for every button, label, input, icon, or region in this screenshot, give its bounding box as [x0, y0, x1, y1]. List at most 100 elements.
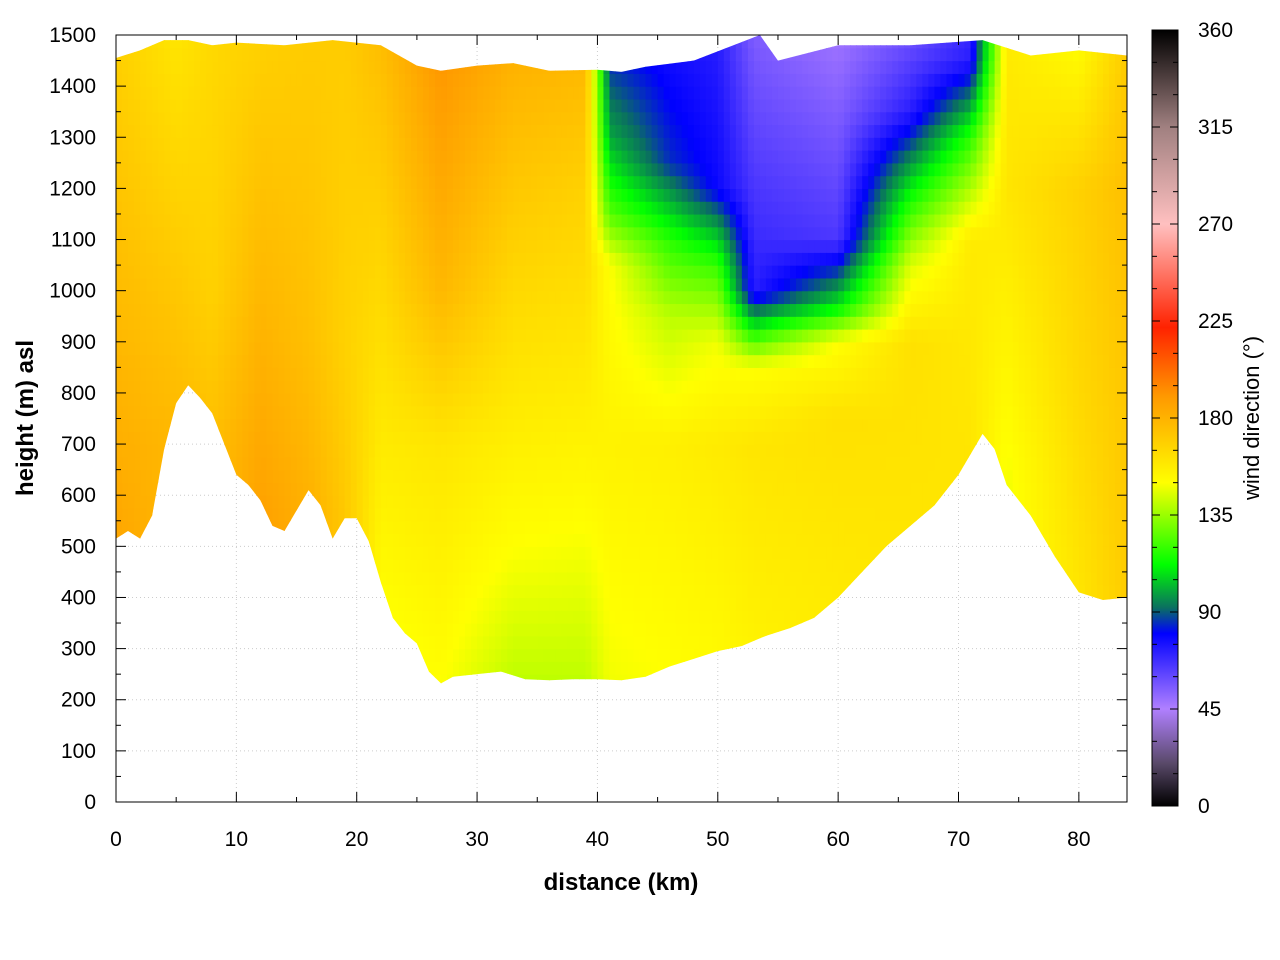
field-cell: [561, 316, 568, 330]
field-cell: [465, 687, 472, 700]
field-cell: [248, 725, 255, 738]
field-cell: [591, 354, 599, 368]
field-cell: [597, 648, 605, 662]
field-cell: [453, 111, 460, 126]
field-cell: [434, 584, 442, 599]
field-cell: [363, 725, 370, 738]
field-cell: [440, 648, 448, 662]
field-cell: [398, 648, 406, 662]
field-cell: [381, 687, 388, 700]
field-cell: [543, 60, 550, 74]
field-cell: [489, 316, 496, 330]
field-cell: [362, 329, 370, 343]
field-cell: [543, 405, 550, 420]
field-cell: [507, 700, 514, 713]
field-cell: [507, 367, 514, 381]
field-cell: [501, 367, 508, 381]
field-cell: [416, 329, 424, 343]
field-cell: [164, 47, 171, 62]
field-cell: [146, 252, 153, 266]
field-cell: [296, 73, 304, 87]
field-cell: [453, 610, 460, 624]
field-cell: [284, 571, 292, 586]
field-cell: [116, 469, 123, 484]
field-cell: [260, 713, 267, 726]
field-cell: [416, 86, 424, 100]
field-cell: [236, 341, 243, 356]
field-cell: [380, 635, 388, 650]
field-cell: [357, 700, 364, 713]
field-cell: [573, 700, 580, 713]
field-cell: [440, 380, 448, 394]
field-cell: [218, 201, 225, 215]
field-cell: [453, 776, 460, 789]
field-cell: [555, 776, 562, 789]
field-cell: [176, 111, 183, 126]
field-cell: [206, 725, 213, 738]
field-cell: [260, 738, 267, 751]
field-cell: [188, 751, 195, 764]
field-cell: [254, 751, 261, 764]
field-cell: [362, 571, 370, 586]
field-cell: [236, 405, 243, 420]
field-cell: [176, 35, 183, 49]
field-cell: [206, 290, 213, 305]
field-cell: [531, 559, 538, 573]
field-cell: [519, 316, 526, 330]
field-cell: [591, 303, 599, 317]
field-cell: [422, 431, 430, 445]
field-cell: [194, 111, 201, 126]
field-cell: [291, 713, 298, 726]
field-cell: [531, 482, 538, 496]
field-cell: [128, 150, 135, 164]
field-cell: [513, 469, 520, 484]
field-cell: [350, 431, 358, 445]
field-cell: [308, 559, 316, 573]
field-cell: [591, 584, 599, 599]
field-cell: [302, 392, 310, 407]
field-cell: [134, 533, 141, 547]
field-cell: [356, 86, 364, 100]
field-cell: [525, 341, 532, 356]
field-cell: [531, 47, 538, 62]
field-cell: [495, 201, 502, 215]
field-cell: [338, 469, 346, 484]
field-cell: [597, 329, 605, 343]
field-cell: [392, 175, 400, 189]
field-cell: [392, 648, 400, 662]
field-cell: [278, 252, 286, 266]
field-cell: [176, 738, 183, 751]
field-cell: [260, 124, 268, 138]
field-cell: [381, 725, 388, 738]
field-cell: [573, 713, 580, 726]
field-cell: [188, 252, 195, 266]
field-cell: [543, 392, 550, 407]
field-cell: [128, 380, 135, 394]
field-cell: [585, 329, 593, 343]
field-cell: [278, 610, 286, 624]
field-cell: [386, 635, 394, 650]
field-cell: [128, 738, 135, 751]
field-cell: [170, 444, 177, 458]
field-cell: [525, 546, 532, 560]
field-cell: [302, 380, 310, 394]
field-cell: [152, 367, 159, 381]
field-cell: [519, 226, 526, 241]
field-cell: [603, 380, 611, 394]
field-cell: [603, 674, 611, 684]
field-cell: [555, 303, 562, 317]
field-cell: [591, 137, 599, 151]
field-cell: [248, 392, 256, 407]
field-cell: [368, 277, 376, 292]
field-cell: [350, 329, 358, 343]
field-cell: [537, 405, 544, 420]
field-cell: [116, 277, 123, 292]
field-cell: [164, 571, 171, 586]
field-cell: [152, 213, 159, 228]
field-cell: [453, 507, 460, 522]
field-cell: [356, 456, 364, 471]
field-cell: [164, 431, 171, 445]
field-cell: [531, 380, 538, 394]
field-cell: [303, 713, 310, 726]
field-cell: [194, 725, 201, 738]
